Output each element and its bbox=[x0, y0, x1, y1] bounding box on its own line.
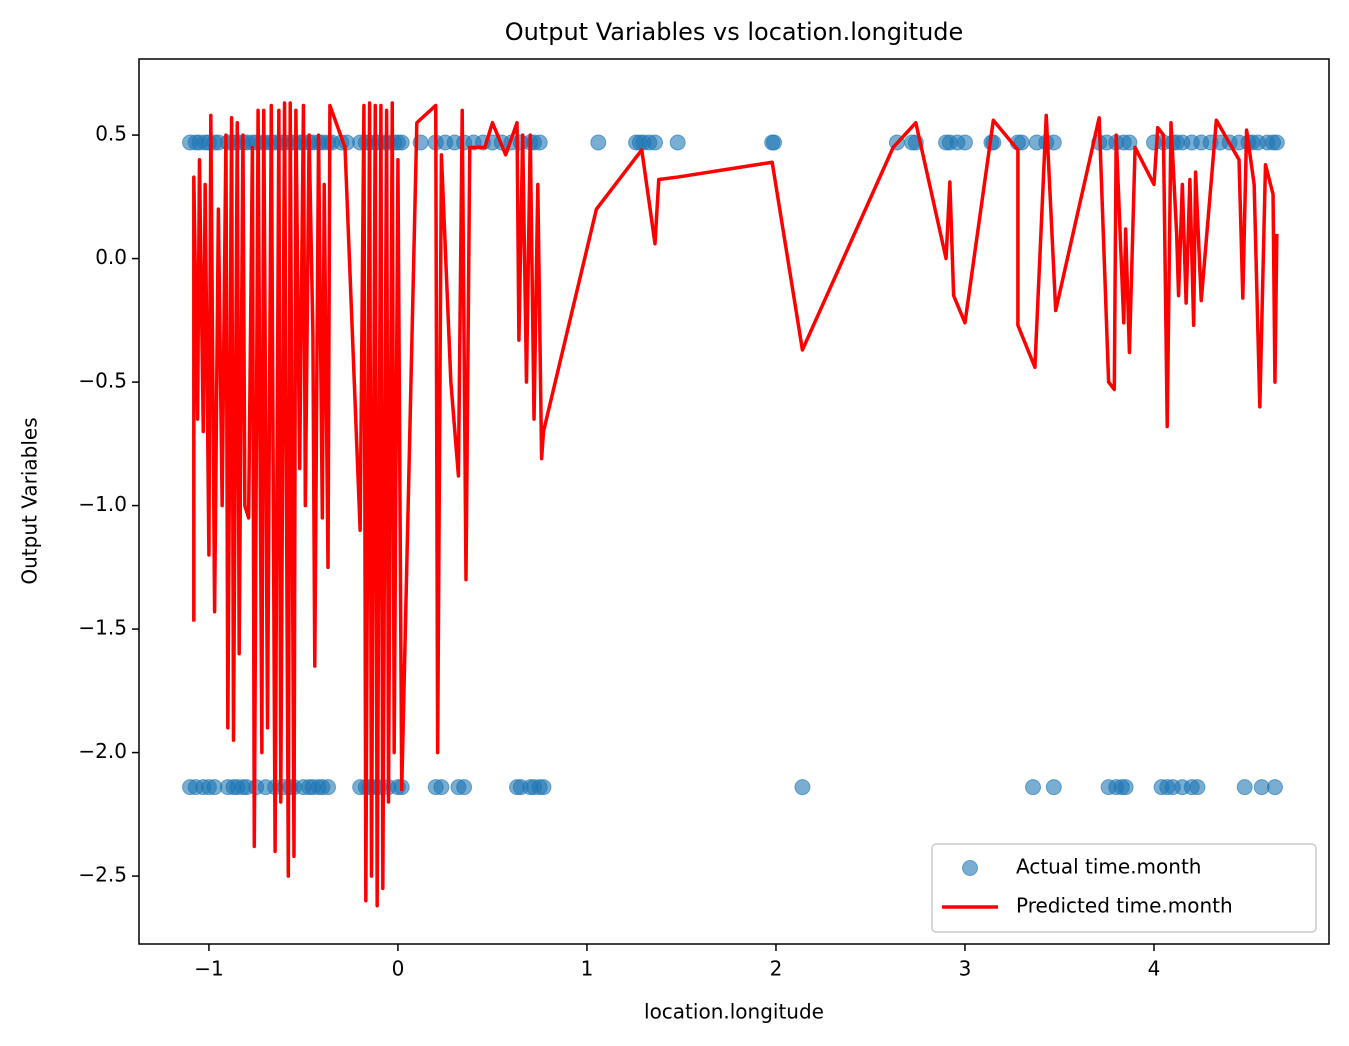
data-point bbox=[1121, 134, 1138, 151]
x-tick-label: −1 bbox=[194, 957, 223, 981]
legend-label: Actual time.month bbox=[1016, 855, 1201, 879]
x-tick-label: 4 bbox=[1148, 957, 1161, 981]
data-point bbox=[1268, 134, 1285, 151]
data-point bbox=[1117, 779, 1134, 796]
y-tick-label: −1.0 bbox=[78, 492, 127, 516]
data-point bbox=[590, 134, 607, 151]
x-tick-label: 1 bbox=[581, 957, 594, 981]
data-point bbox=[669, 134, 686, 151]
y-tick-label: −0.5 bbox=[78, 369, 127, 393]
y-tick-label: −2.5 bbox=[78, 863, 127, 887]
legend-swatch bbox=[962, 860, 978, 876]
data-point bbox=[456, 779, 473, 796]
data-point bbox=[320, 779, 337, 796]
legend-label: Predicted time.month bbox=[1016, 894, 1233, 918]
data-point bbox=[1236, 779, 1253, 796]
data-point bbox=[646, 134, 663, 151]
x-tick-label: 0 bbox=[392, 957, 405, 981]
line-series bbox=[192, 101, 1279, 908]
x-axis-label: location.longitude bbox=[644, 1000, 824, 1024]
data-point bbox=[535, 779, 552, 796]
y-tick-label: 0.0 bbox=[95, 245, 127, 269]
x-tick-label: 3 bbox=[959, 957, 972, 981]
data-point bbox=[531, 134, 548, 151]
data-point bbox=[393, 134, 410, 151]
y-tick-label: 0.5 bbox=[95, 122, 127, 146]
data-point bbox=[1025, 779, 1042, 796]
data-point bbox=[956, 134, 973, 151]
data-point bbox=[433, 779, 450, 796]
y-tick-label: −2.0 bbox=[78, 739, 127, 763]
y-axis-label: Output Variables bbox=[18, 417, 42, 584]
chart-title: Output Variables vs location.longitude bbox=[505, 18, 964, 46]
data-point bbox=[794, 779, 811, 796]
plot-frame bbox=[138, 58, 1330, 945]
data-point bbox=[1189, 779, 1206, 796]
data-point bbox=[1266, 779, 1283, 796]
plot-area bbox=[182, 101, 1285, 908]
data-point bbox=[1045, 779, 1062, 796]
x-tick-label: 2 bbox=[770, 957, 783, 981]
y-tick-label: −1.5 bbox=[78, 616, 127, 640]
legend-box bbox=[931, 843, 1317, 933]
data-point bbox=[766, 134, 783, 151]
